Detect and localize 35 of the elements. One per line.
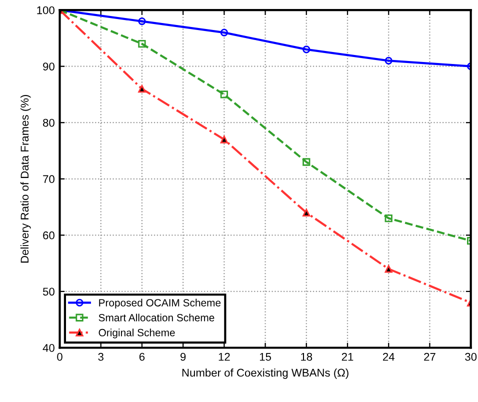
x-tick-label: 0 [57, 352, 62, 361]
x-tick-label: 12 [218, 352, 230, 361]
point [220, 28, 228, 36]
legend-label: Original Scheme [98, 328, 175, 338]
point [138, 17, 146, 26]
point [138, 85, 146, 93]
legend-label: Smart Allocation Scheme [98, 314, 214, 322]
x-tick-label: 6 [139, 352, 145, 361]
x-tick-label: 3 [98, 352, 104, 361]
legend-label: Proposed OCAIM Scheme [99, 298, 221, 309]
x-tick-label: 27 [424, 352, 436, 361]
x-tick-label: 9 [180, 352, 186, 361]
point [384, 56, 392, 65]
y-tick-label: 60 [43, 231, 54, 240]
y-tick-label: 100 [37, 6, 54, 14]
x-tick-label: 21 [342, 352, 354, 361]
x-axis-title: Number of Coexisting WBANs (Ω) [182, 368, 348, 379]
x-tick-label: 30 [465, 352, 477, 361]
y-tick-label: 40 [42, 344, 54, 352]
point [384, 214, 392, 222]
point [302, 208, 310, 216]
y-tick-label: 50 [42, 288, 54, 296]
x-tick-label: 18 [301, 352, 312, 361]
point [138, 40, 146, 48]
point [384, 265, 392, 273]
point [220, 136, 228, 144]
y-tick-label: 90 [43, 62, 54, 70]
point [302, 158, 310, 166]
y-tick-label: 80 [43, 118, 54, 127]
y-tick-label: 70 [43, 175, 54, 184]
point [302, 46, 310, 54]
x-tick-label: 15 [260, 353, 272, 361]
point [220, 90, 228, 98]
x-tick-label: 24 [382, 352, 394, 361]
y-axis-title: Delivery Ratio of Data Frames (%) [20, 94, 31, 263]
